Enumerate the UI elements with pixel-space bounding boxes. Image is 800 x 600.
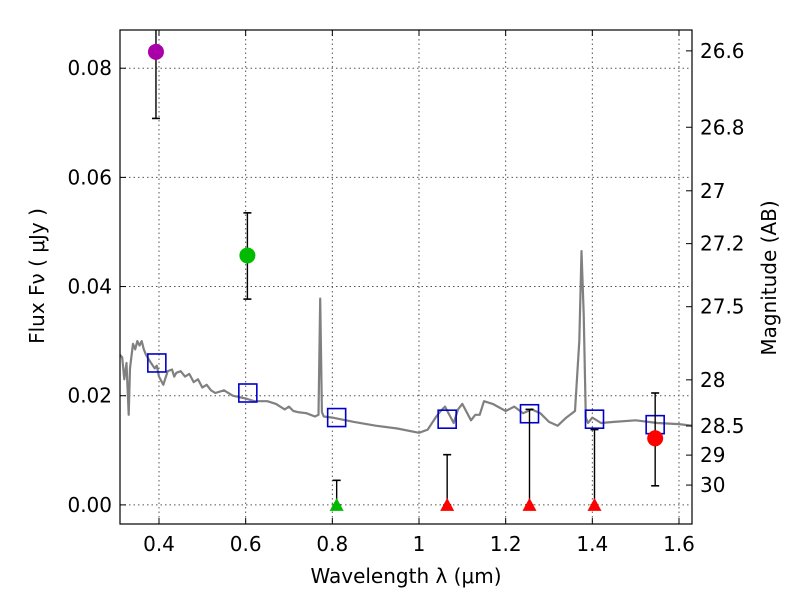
- y-tick-label: 0.02: [67, 384, 112, 408]
- x-tick-labels: 0.4 0.6 0.8 1 1.2 1.4 1.6: [143, 532, 695, 556]
- x-tick-label: 0.8: [316, 532, 348, 556]
- model-photometry-square: [437, 409, 457, 429]
- observed-points-layer: [147, 43, 664, 511]
- magnitude-tick-label: 28.5: [700, 414, 745, 438]
- errorbar-layer: [151, 30, 660, 506]
- y-tick-label: 0.06: [67, 165, 112, 189]
- y-tick-label: 0.04: [67, 275, 112, 299]
- upper-limit-triangle: [587, 497, 602, 511]
- y-axis-title: Flux Fν ( μJy ): [25, 208, 49, 344]
- model-spectrum-layer: [119, 250, 693, 434]
- model-photometry-square: [584, 409, 605, 429]
- magnitude-tick-label: 29: [700, 443, 725, 467]
- upper-limit-triangle: [440, 497, 455, 511]
- y-tick-label: 0.00: [67, 493, 112, 517]
- model-spectrum-line: [119, 250, 693, 434]
- magnitude-tick-label: 27.2: [700, 232, 745, 256]
- y-tick-label: 0.08: [67, 56, 112, 80]
- axis-ticks: [120, 30, 692, 524]
- model-photometry-square: [147, 353, 167, 373]
- magnitude-tick-label: 26.8: [700, 115, 745, 139]
- magnitude-tick-label: 27: [700, 179, 725, 203]
- observed-point: [239, 247, 256, 264]
- x-tick-label: 1.6: [663, 532, 695, 556]
- model-photometry-square: [326, 407, 347, 428]
- model-photometry-square: [238, 383, 258, 403]
- x-axis-title: Wavelength λ (μm): [310, 564, 501, 588]
- magnitude-tick-labels: 26.6 26.8 27 27.2 27.5 28 28.5 29 30: [700, 39, 745, 497]
- right-axis-title: Magnitude (AB): [757, 200, 781, 355]
- x-tick-label: 1.2: [490, 532, 522, 556]
- y-tick-labels: 0.00 0.02 0.04 0.06 0.08: [67, 56, 112, 517]
- magnitude-tick-label: 30: [700, 473, 725, 497]
- observed-point: [147, 43, 164, 60]
- observed-point: [647, 430, 664, 447]
- upper-limit-triangle: [522, 497, 537, 511]
- magnitude-tick-label: 28: [700, 368, 725, 392]
- grid-lines: [120, 30, 692, 524]
- upper-limit-triangle: [329, 497, 344, 511]
- magnitude-tick-label: 27.5: [700, 295, 745, 319]
- x-tick-label: 1.4: [576, 532, 608, 556]
- magnitude-tick-label: 26.6: [700, 39, 745, 63]
- x-tick-label: 1: [413, 532, 426, 556]
- plot-frame: [119, 29, 693, 525]
- x-tick-label: 0.4: [143, 532, 175, 556]
- x-tick-label: 0.6: [230, 532, 262, 556]
